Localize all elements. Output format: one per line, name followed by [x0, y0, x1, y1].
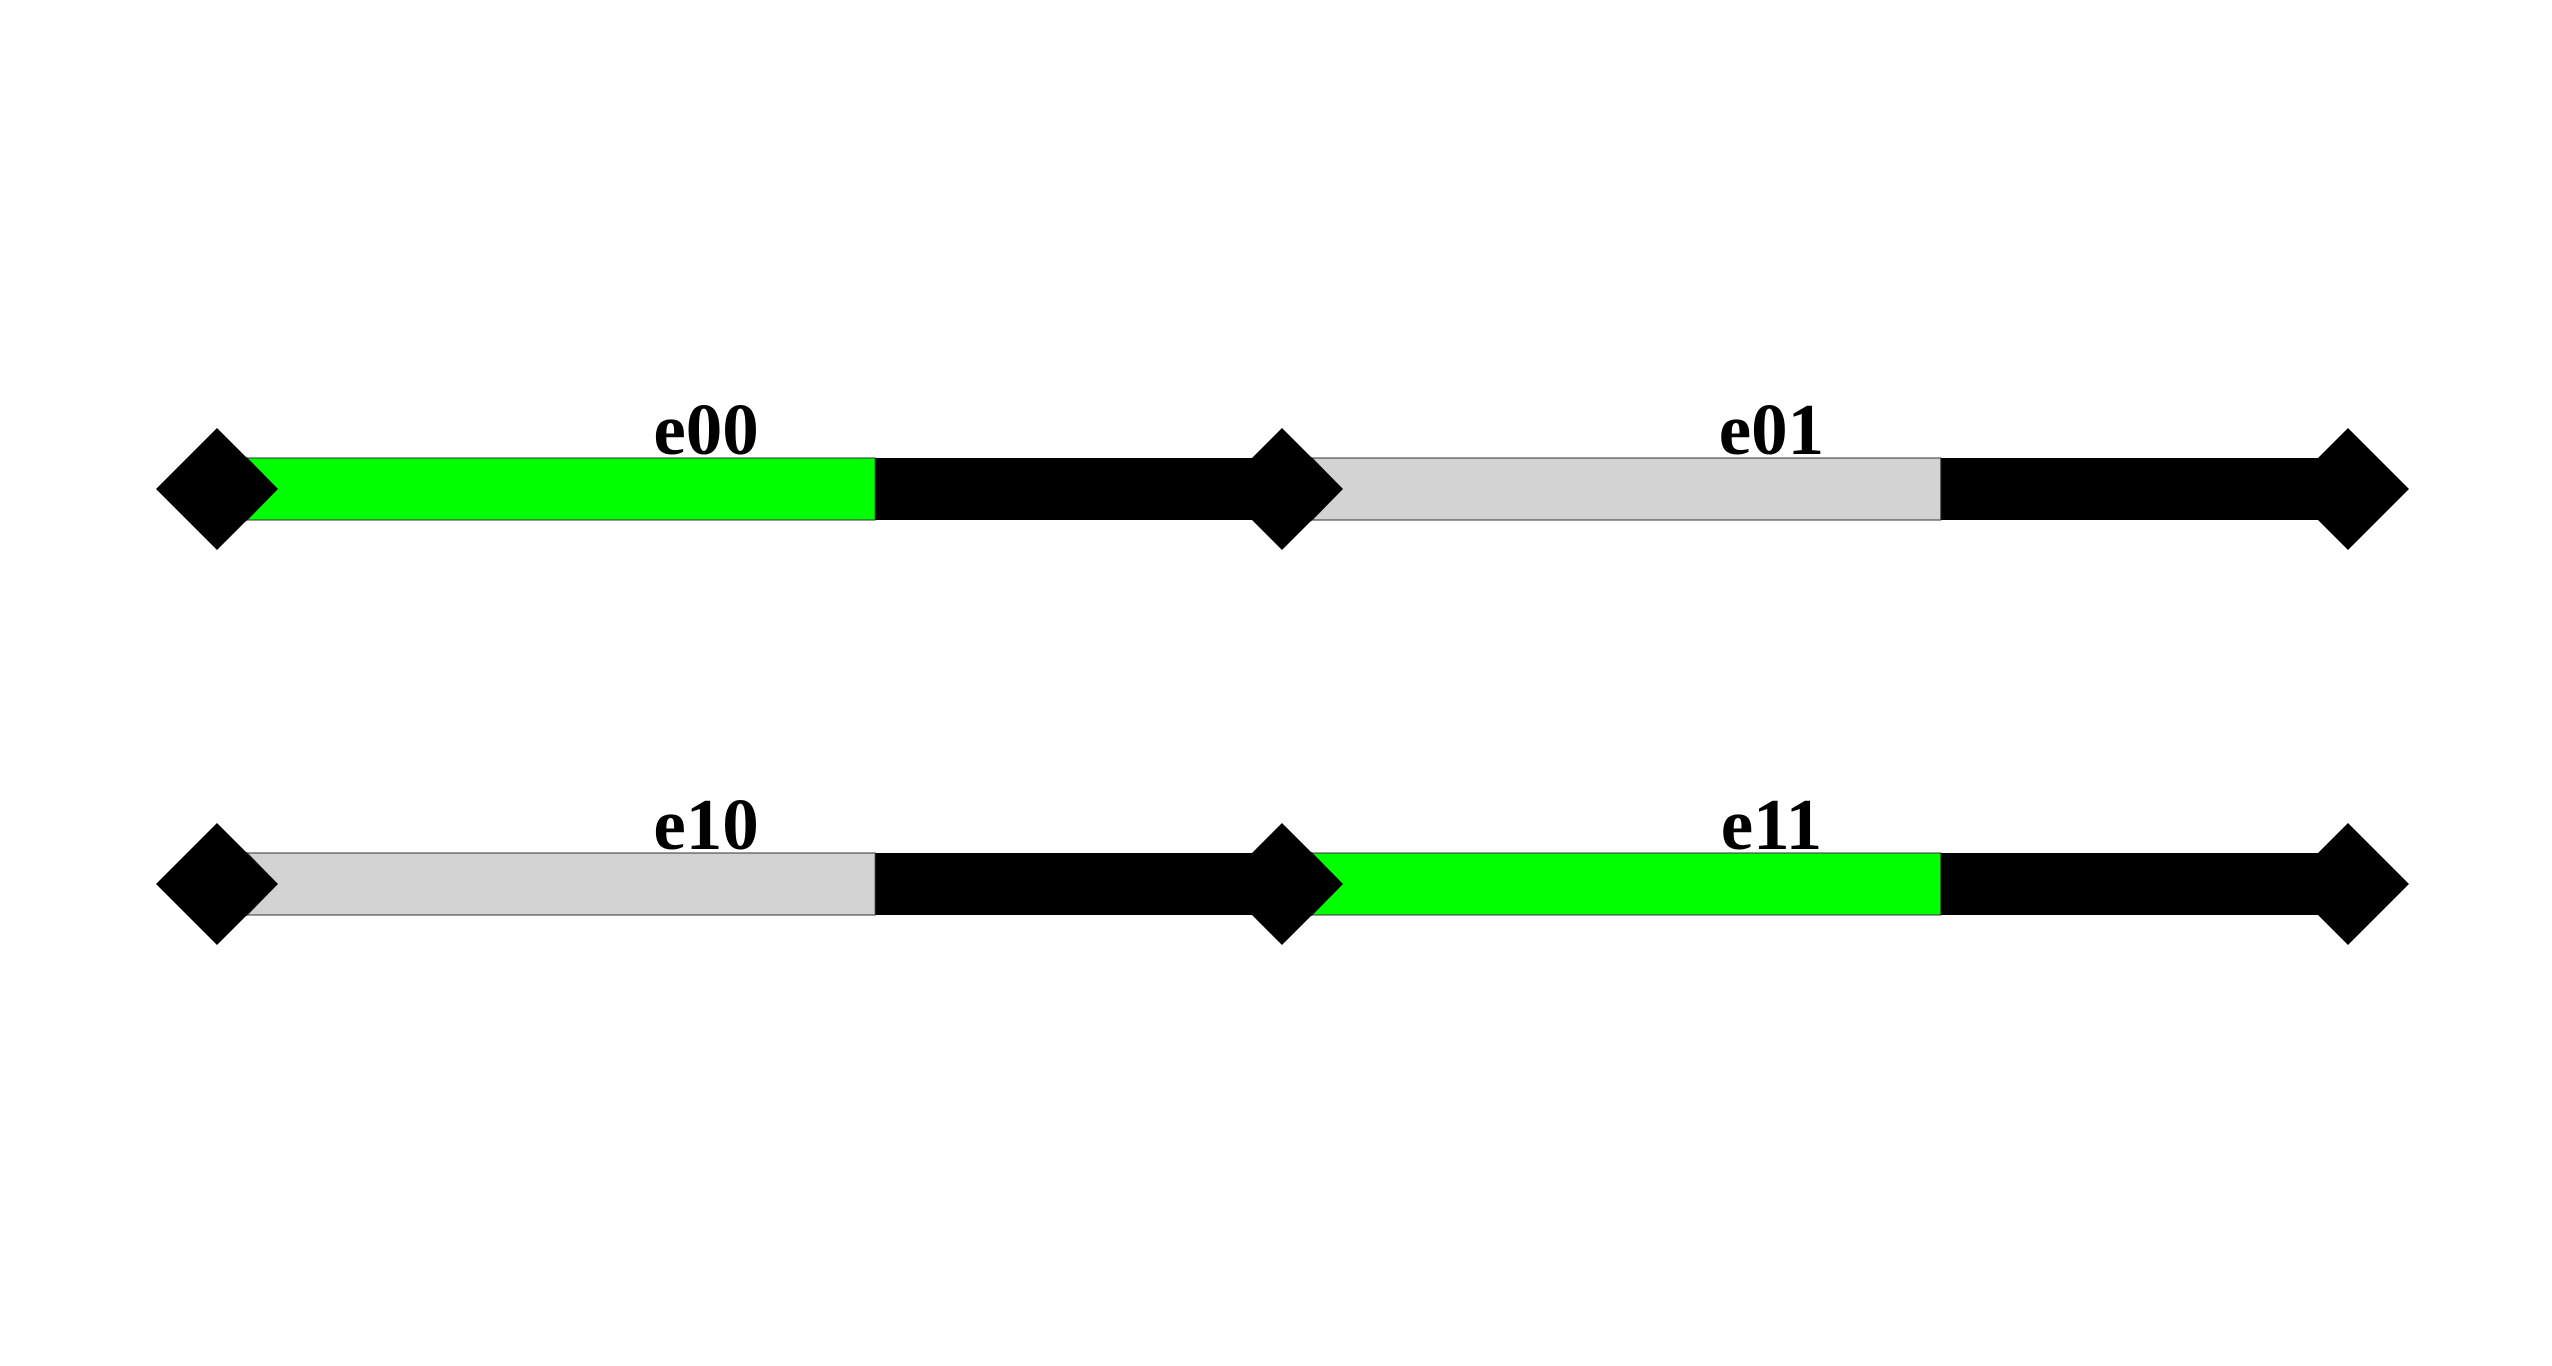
edge-e00-fill: [216, 457, 876, 521]
edge-e00-label: e00: [653, 389, 758, 470]
edge-e01-label: e01: [1719, 389, 1824, 470]
row-1: e10 e11: [156, 784, 2409, 945]
node-diamond-r0-left[interactable]: [156, 428, 278, 550]
node-diamond-r0-middle[interactable]: [1221, 428, 1343, 550]
edge-e01-fill: [1281, 457, 1942, 521]
row-0: e00 e01: [156, 389, 2409, 550]
edge-e10-fill: [216, 852, 876, 916]
edge-e00[interactable]: e00: [216, 389, 1282, 522]
node-diamond-r1-middle[interactable]: [1221, 823, 1343, 945]
node-diamond-r1-right[interactable]: [2287, 823, 2409, 945]
edge-e11[interactable]: e11: [1281, 784, 2348, 917]
edge-e10-label: e10: [653, 784, 758, 865]
node-diamond-r1-left[interactable]: [156, 823, 278, 945]
node-diamond-r0-right[interactable]: [2287, 428, 2409, 550]
edge-e01[interactable]: e01: [1281, 389, 2348, 522]
edge-e11-label: e11: [1721, 784, 1822, 865]
edge-e11-fill: [1281, 852, 1942, 916]
